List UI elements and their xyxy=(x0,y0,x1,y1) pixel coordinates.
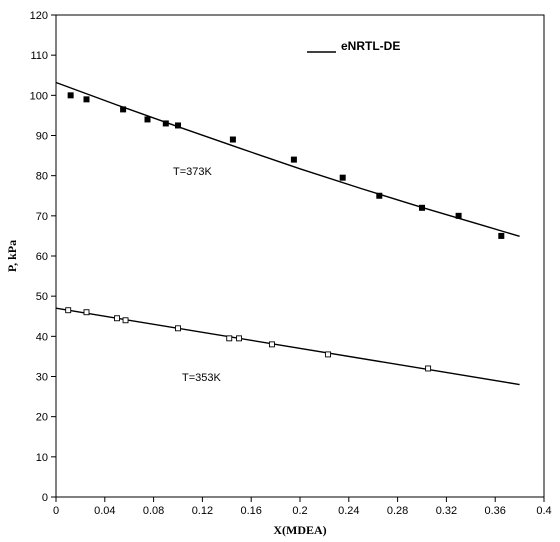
y-tick-label: 110 xyxy=(30,50,48,62)
x-axis-title: X(MDEA) xyxy=(273,523,326,537)
y-tick-label: 10 xyxy=(36,452,48,464)
x-tick-label: 0 xyxy=(53,505,59,517)
model-lines xyxy=(55,81,520,386)
annotation-t353: T=353K xyxy=(182,372,221,384)
y-tick-label: 100 xyxy=(30,90,48,102)
data-point-373k xyxy=(120,106,127,113)
x-tick-label: 0.24 xyxy=(338,505,359,517)
data-point-353k xyxy=(175,325,181,332)
y-tick-label: 0 xyxy=(42,492,48,504)
y-tick-label: 60 xyxy=(36,251,48,263)
x-tick-label: 0.32 xyxy=(436,505,457,517)
x-tick-label: 0.2 xyxy=(292,505,307,517)
data-point-353k xyxy=(236,335,242,342)
x-tick-label: 0.04 xyxy=(94,505,115,517)
data-point-353k xyxy=(425,365,432,372)
data-point-373k xyxy=(290,156,297,163)
data-point-373k xyxy=(175,122,181,129)
data-point-353k xyxy=(114,315,120,322)
data-point-373k xyxy=(83,96,90,103)
x-tick-label: 0.4 xyxy=(536,505,551,517)
x-tick-label: 0.36 xyxy=(484,505,505,517)
y-axis-title: P, kPa xyxy=(5,240,19,272)
x-tick-label: 0.08 xyxy=(143,505,164,517)
y-tick-label: 70 xyxy=(36,211,48,223)
data-point-353k xyxy=(65,307,72,314)
y-tick-label: 40 xyxy=(36,331,48,343)
data-point-353k xyxy=(83,309,90,316)
data-point-373k xyxy=(229,136,236,143)
data-point-353k xyxy=(325,351,332,358)
data-point-353k xyxy=(226,335,233,342)
legend: eNRTL-DE xyxy=(307,39,400,53)
x-axis: 0 0.04 0.08 0.12 0.16 0.2 0.24 0.28 0.32 0.36 0.4 xyxy=(53,497,552,517)
data-point-353k xyxy=(122,317,129,324)
x-tick-label: 0.16 xyxy=(240,505,261,517)
x-tick-label: 0.12 xyxy=(192,505,213,517)
legend-label: eNRTL-DE xyxy=(341,39,400,53)
data-point-373k xyxy=(419,204,425,211)
y-tick-label: 80 xyxy=(36,171,48,183)
data-point-373k xyxy=(455,212,462,219)
x-tick-label: 0.28 xyxy=(387,505,408,517)
data-point-373k xyxy=(162,120,169,127)
y-tick-label: 30 xyxy=(36,372,48,384)
data-markers xyxy=(65,92,505,372)
data-point-353k xyxy=(268,341,275,348)
y-tick-label: 50 xyxy=(36,291,48,303)
data-point-373k xyxy=(144,116,151,123)
y-tick-label: 90 xyxy=(36,131,48,143)
model-line-3 xyxy=(55,307,520,386)
y-axis: 0 10 20 30 40 50 60 70 80 90 100 110 120 xyxy=(30,10,56,504)
annotation-t373: T=373K xyxy=(173,166,212,178)
data-point-373k xyxy=(376,192,383,199)
data-point-373k xyxy=(67,92,74,99)
data-point-373k xyxy=(339,174,346,181)
y-tick-label: 120 xyxy=(30,10,48,22)
plot-area-frame xyxy=(55,14,545,498)
data-point-373k xyxy=(498,232,505,239)
model-line-2 xyxy=(55,81,520,237)
y-tick-label: 20 xyxy=(36,412,48,424)
